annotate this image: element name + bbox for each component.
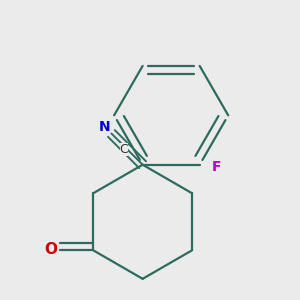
- Text: O: O: [44, 242, 57, 257]
- Text: N: N: [99, 120, 111, 134]
- Text: F: F: [212, 160, 221, 174]
- Text: C: C: [119, 143, 128, 156]
